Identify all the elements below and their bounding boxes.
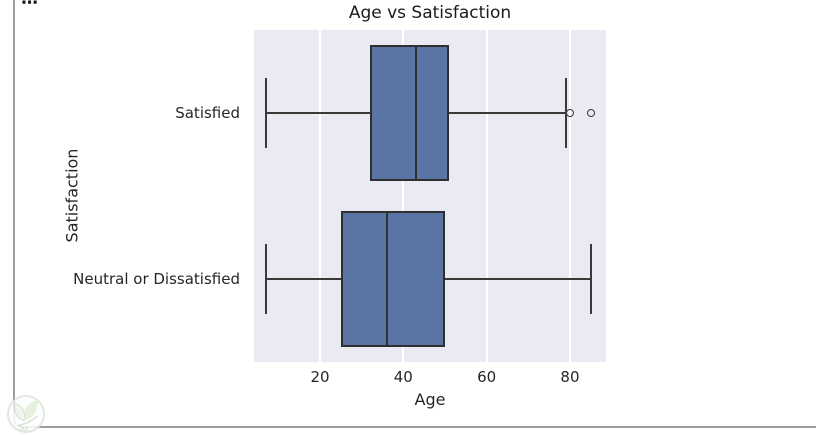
gridline	[568, 30, 571, 362]
whisker-high-line	[449, 112, 566, 114]
x-tick-label: 40	[393, 368, 413, 386]
median-line	[414, 47, 417, 179]
whisker-low-line	[265, 112, 370, 114]
whisker-low-cap	[264, 244, 267, 314]
plot-area	[254, 30, 606, 362]
whisker-high-cap	[564, 78, 567, 148]
gridline	[402, 30, 405, 362]
gridline	[485, 30, 488, 362]
outlier-point	[586, 109, 595, 117]
watermark-logo-icon: IAS	[7, 395, 45, 433]
more-options-icon[interactable]: ⋯	[21, 0, 40, 13]
outlier-point	[565, 109, 574, 117]
median-line	[385, 213, 388, 345]
whisker-low-line	[265, 278, 341, 280]
gridline	[318, 30, 321, 362]
y-tick-label: Satisfied	[175, 104, 240, 122]
y-axis-label: Satisfaction	[62, 148, 82, 243]
chart-title: Age vs Satisfaction	[348, 3, 512, 23]
x-tick-label: 80	[560, 368, 580, 386]
whisker-high-cap	[589, 244, 592, 314]
box-satisfied	[369, 45, 450, 181]
y-tick-label: Neutral or Dissatisfied	[73, 270, 240, 288]
box-neutral-or-dissatisfied	[340, 211, 445, 347]
x-tick-label: 20	[310, 368, 330, 386]
x-tick-label: 60	[477, 368, 497, 386]
watermark-text: IAS	[20, 427, 28, 433]
whisker-high-line	[444, 278, 591, 280]
whisker-low-cap	[264, 78, 267, 148]
x-axis-label: Age	[414, 390, 446, 409]
